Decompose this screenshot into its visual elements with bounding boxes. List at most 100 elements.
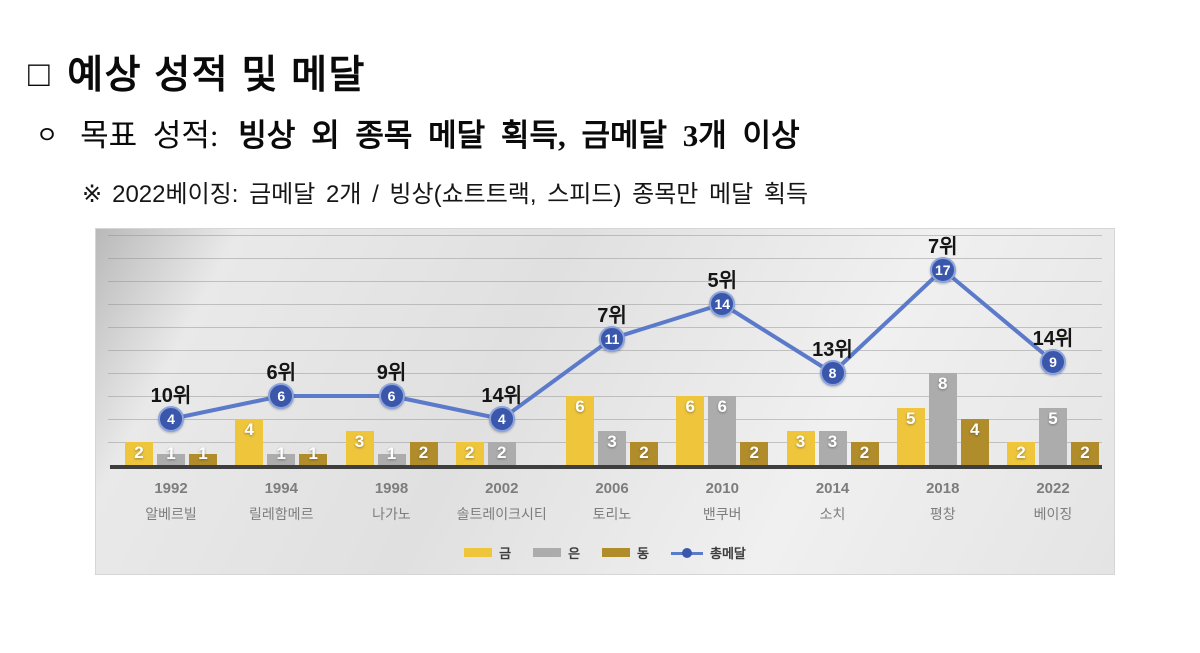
rank-label: 9위: [376, 362, 407, 384]
gold-bar: 3: [786, 430, 815, 465]
total-medal-value: 6: [277, 388, 286, 404]
year-label: 2014: [815, 480, 850, 497]
bar-value-label: 8: [938, 374, 948, 393]
silver-bar: 6: [708, 396, 737, 465]
bar-value-label: 1: [386, 444, 397, 463]
rank-label: 5위: [707, 270, 738, 292]
page-title: □ 예상 성적 및 메달: [28, 44, 366, 100]
city-label: 베이징: [1033, 506, 1073, 522]
total-medal-node: 9: [1040, 348, 1066, 375]
goal-label: 목표 성적:: [80, 118, 219, 153]
bronze-bar: 1: [189, 445, 217, 465]
total-medal-value: 6: [387, 388, 396, 404]
square-bullet-icon: □: [28, 53, 52, 94]
rank-label: 7위: [597, 304, 627, 327]
rank-label: 6위: [266, 362, 297, 384]
gold-bar: 3: [345, 430, 374, 465]
bar-value-label: 2: [497, 443, 507, 462]
bar-value-label: 2: [465, 443, 475, 462]
city-label: 소치: [819, 506, 846, 522]
bronze-swatch-icon: [602, 548, 631, 557]
rank-label: 10위: [150, 385, 192, 407]
silver-bar: 8: [928, 373, 957, 465]
total-line-dot-icon: [682, 547, 692, 558]
bar-value-label: 6: [575, 397, 585, 416]
bronze-bar: 4: [960, 419, 989, 465]
x-axis-line: [110, 465, 1102, 469]
bar-value-label: 2: [1016, 443, 1026, 462]
bar-value-label: 1: [308, 444, 318, 463]
bar-value-label: 6: [717, 397, 727, 416]
total-medal-value: 4: [167, 411, 175, 427]
silver-bar: 1: [377, 445, 406, 465]
gold-bar: 6: [676, 396, 705, 465]
gold-swatch-icon: [464, 548, 493, 557]
year-label: 2018: [926, 480, 960, 497]
silver-swatch-icon: [533, 548, 562, 557]
legend-label: 은: [568, 546, 581, 561]
total-medal-value: 11: [604, 330, 620, 347]
page-title-text: 예상 성적 및 메달: [67, 54, 366, 97]
total-line-marker-icon: [671, 547, 703, 558]
bar-value-label: 4: [244, 420, 254, 439]
city-label: 솔트레이크시티: [456, 506, 547, 522]
bar-value-label: 5: [1048, 408, 1058, 428]
total-medal-value: 9: [1049, 353, 1057, 370]
total-medal-node: 14: [709, 291, 736, 317]
gold-bar: 2: [455, 442, 484, 465]
bronze-bar: 2: [1071, 442, 1099, 465]
silver-bar: 2: [487, 442, 516, 465]
city-label: 토리노: [592, 506, 632, 522]
legend-label: 동: [637, 546, 649, 561]
bar-value-label: 3: [607, 431, 617, 451]
total-medal-node: 6: [268, 383, 295, 409]
total-medal-node: 4: [488, 406, 515, 432]
gold-bar: 4: [235, 419, 264, 465]
bar-value-label: 2: [749, 443, 759, 462]
legend-item-bronze: 동: [602, 543, 649, 562]
bronze-bar: 1: [299, 445, 328, 465]
chart-legend: 금 은 동 총메달: [96, 543, 1114, 562]
silver-bar: 1: [157, 445, 185, 465]
bar-value-label: 6: [685, 397, 695, 416]
total-medal-node: 17: [929, 256, 956, 283]
city-label: 릴레함메르: [249, 506, 314, 522]
year-label: 2002: [485, 480, 519, 497]
silver-bar: 5: [1039, 407, 1067, 465]
bar-value-label: 5: [906, 408, 916, 428]
bar-value-label: 2: [1080, 443, 1090, 462]
total-medal-node: 8: [819, 360, 846, 386]
silver-bar: 3: [818, 430, 847, 465]
bronze-bar: 2: [630, 442, 658, 465]
year-label: 2022: [1036, 480, 1070, 497]
total-medal-value: 4: [497, 411, 506, 427]
bronze-bar: 2: [740, 442, 769, 465]
legend-item-total: 총메달: [671, 543, 746, 562]
total-medal-node: 4: [158, 406, 184, 432]
bar-value-label: 3: [795, 431, 806, 451]
legend-item-gold: 금: [464, 543, 511, 562]
bar-value-label: 2: [859, 443, 870, 462]
legend-label: 총메달: [710, 546, 746, 561]
total-medal-value: 8: [828, 365, 837, 381]
goal-target-text: 빙상 외 종목 메달 획득, 금메달 3개 이상: [238, 118, 800, 153]
city-label: 밴쿠버: [702, 506, 742, 522]
grid-line: [108, 258, 1102, 259]
total-medal-node: 6: [378, 383, 405, 409]
bar-value-label: 4: [970, 420, 980, 439]
year-label: 1992: [154, 480, 188, 497]
bar-value-label: 1: [198, 444, 208, 463]
bar-value-label: 3: [827, 431, 838, 451]
city-label: 평창: [929, 506, 956, 522]
year-label: 2006: [595, 480, 629, 497]
bar-value-label: 2: [418, 443, 429, 462]
note-line: ※ 2022베이징: 금메달 2개 / 빙상(쇼트트랙, 스피드) 종목만 메달 …: [82, 174, 808, 209]
gold-bar: 6: [566, 396, 594, 465]
bar-value-label: 1: [276, 444, 286, 463]
gold-bar: 2: [1007, 442, 1035, 465]
gold-bar: 5: [896, 407, 925, 465]
bronze-bar: 2: [409, 442, 438, 465]
city-label: 나가노: [372, 506, 411, 522]
